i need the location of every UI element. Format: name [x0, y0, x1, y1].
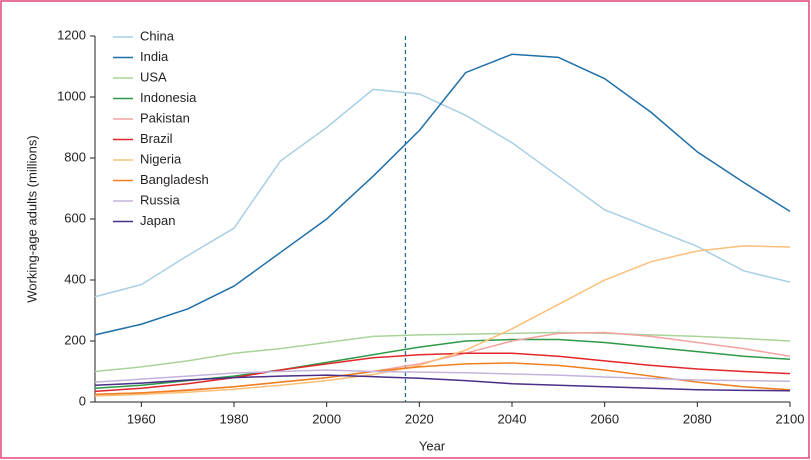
legend-label: USA: [140, 69, 167, 84]
legend-label: China: [140, 28, 175, 43]
x-tick-label: 2020: [405, 411, 434, 426]
series-line: [94, 331, 791, 396]
x-tick-label: 2100: [776, 411, 805, 426]
series-line: [94, 53, 791, 336]
y-tick-label: 0: [79, 393, 86, 408]
legend-label: Pakistan: [140, 110, 190, 125]
legend-label: India: [140, 49, 169, 64]
legend-label: Nigeria: [140, 151, 182, 166]
x-tick-label: 1960: [127, 411, 156, 426]
series-line: [94, 331, 791, 373]
y-tick-label: 400: [64, 271, 86, 286]
x-tick-label: 2040: [498, 411, 527, 426]
series-line: [94, 88, 791, 298]
x-tick-label: 1980: [220, 411, 249, 426]
legend-label: Brazil: [140, 131, 173, 146]
y-tick-label: 200: [64, 332, 86, 347]
x-axis-title: Year: [419, 438, 446, 453]
series-line: [94, 369, 791, 383]
legend-label: Bangladesh: [140, 172, 209, 187]
legend-label: Japan: [140, 213, 175, 228]
x-tick-label: 2000: [312, 411, 341, 426]
series-line: [94, 352, 791, 393]
y-tick-label: 600: [64, 210, 86, 225]
series-line: [94, 374, 791, 392]
x-tick-label: 2060: [590, 411, 619, 426]
y-tick-label: 1200: [57, 27, 86, 42]
y-axis-title: Working-age adults (millions): [24, 135, 39, 302]
y-tick-label: 800: [64, 149, 86, 164]
legend-label: Indonesia: [140, 90, 197, 105]
y-tick-label: 1000: [57, 88, 86, 103]
x-tick-label: 2080: [683, 411, 712, 426]
legend-label: Russia: [140, 192, 181, 207]
series-line: [94, 245, 791, 397]
